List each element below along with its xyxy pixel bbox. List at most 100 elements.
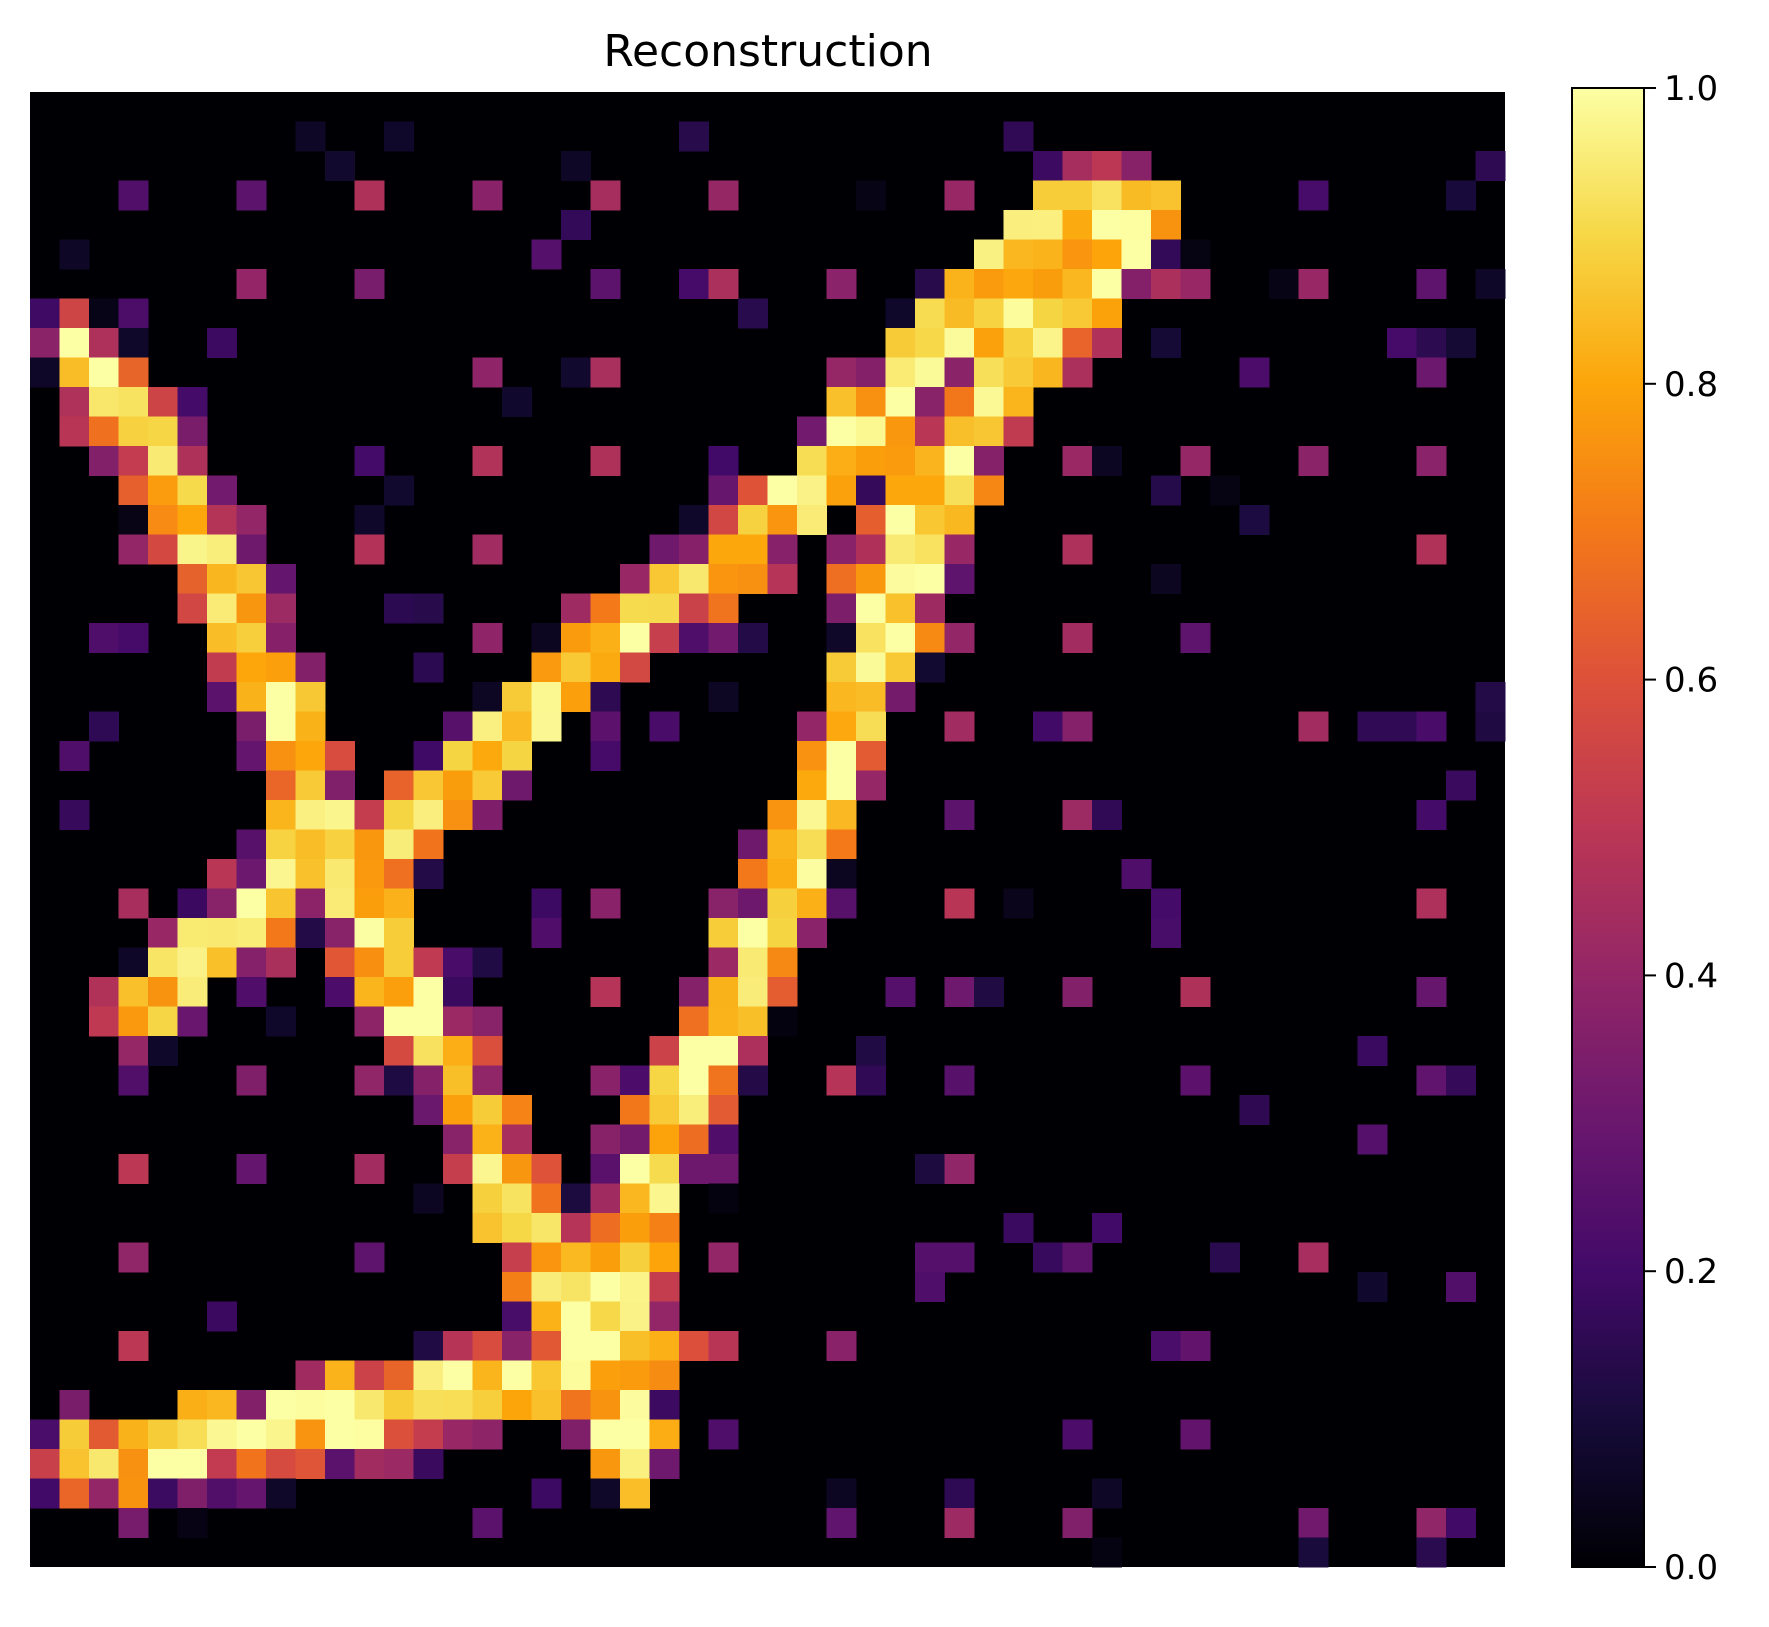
heatmap-cell (266, 947, 296, 978)
heatmap-cell (856, 652, 886, 683)
heatmap-cell (236, 1390, 267, 1420)
heatmap-cell (325, 800, 355, 830)
heatmap-cell (590, 357, 621, 388)
heatmap-cell (738, 1006, 768, 1037)
heatmap-cell (679, 534, 709, 565)
heatmap-cell (1033, 357, 1063, 388)
heatmap-cell (531, 1242, 562, 1273)
heatmap-cell (708, 918, 739, 948)
heatmap-cell (118, 416, 149, 447)
heatmap-cell (89, 357, 119, 388)
heatmap-cell (1151, 210, 1181, 240)
heatmap-cell (1416, 269, 1447, 299)
heatmap-cell (1475, 151, 1506, 181)
heatmap-cell (1003, 888, 1034, 919)
heatmap-cell (236, 505, 267, 535)
heatmap-cell (118, 328, 149, 358)
heatmap-cell (531, 1183, 562, 1214)
heatmap-cell (502, 1213, 532, 1243)
heatmap-cell (738, 1065, 768, 1096)
heatmap-cell (1062, 1419, 1093, 1450)
heatmap-cell (944, 1065, 975, 1096)
heatmap-cell (89, 298, 119, 329)
heatmap-cell (413, 593, 444, 624)
heatmap-cell (1180, 1065, 1211, 1096)
heatmap-cell (856, 534, 886, 565)
heatmap-cell (177, 387, 208, 417)
heatmap-cell (915, 416, 945, 447)
heatmap-cell (1180, 1331, 1211, 1361)
colorbar: 0.0 0.2 0.4 0.6 0.8 1.0 (1571, 69, 1718, 1588)
heatmap-cell (295, 741, 326, 771)
heatmap-cell (1033, 151, 1063, 181)
heatmap-cell (1121, 269, 1152, 299)
heatmap-cell (443, 1331, 473, 1361)
heatmap-cell (1416, 1508, 1447, 1538)
heatmap-cell (590, 1390, 621, 1420)
heatmap-cell (797, 446, 827, 476)
heatmap-cell (207, 1478, 237, 1509)
heatmap-cell (1062, 210, 1093, 240)
heatmap-cell (177, 918, 208, 948)
heatmap-cell (738, 534, 768, 565)
heatmap-cell (1298, 1242, 1329, 1273)
heatmap-cell (30, 1419, 60, 1450)
heatmap-cell (944, 534, 975, 565)
heatmap-cell (590, 1419, 621, 1450)
heatmap-cell (325, 1419, 355, 1450)
heatmap-cell (590, 1272, 621, 1302)
heatmap-cell (295, 1449, 326, 1479)
heatmap-cell (384, 1065, 414, 1096)
heatmap-cell (797, 770, 827, 801)
heatmap-cell (295, 121, 326, 152)
heatmap-cell (856, 711, 886, 742)
heatmap-cell (443, 1154, 473, 1184)
heatmap-cell (826, 1065, 857, 1096)
heatmap-cell (885, 357, 916, 388)
heatmap-cell (472, 800, 503, 830)
heatmap-cell (118, 1508, 149, 1538)
heatmap-cell (325, 151, 355, 181)
heatmap-cell (767, 564, 798, 594)
heatmap-cell (89, 623, 119, 653)
heatmap-cell (413, 770, 444, 801)
heatmap-cell (738, 475, 768, 506)
heatmap-cell (384, 593, 414, 624)
heatmap-cell (944, 623, 975, 653)
heatmap-cell (561, 1301, 591, 1332)
heatmap-cell (708, 623, 739, 653)
heatmap-cell (767, 1006, 798, 1037)
heatmap-cell (974, 239, 1004, 270)
heatmap-cell (679, 1154, 709, 1184)
heatmap-cell (148, 416, 178, 447)
heatmap-cell (679, 564, 709, 594)
heatmap-cell (708, 1124, 739, 1155)
heatmap-cell (148, 1478, 178, 1509)
heatmap-cell (384, 977, 414, 1007)
heatmap-cell (1003, 121, 1034, 152)
heatmap-cell (295, 888, 326, 919)
heatmap-cell (207, 593, 237, 624)
heatmap-cell (590, 1124, 621, 1155)
heatmap-cell (177, 505, 208, 535)
heatmap-cell (236, 1154, 267, 1184)
heatmap-cell (354, 1242, 385, 1273)
heatmap-cell (118, 623, 149, 653)
heatmap-cell (207, 534, 237, 565)
heatmap-cell (384, 1006, 414, 1037)
heatmap-cell (295, 682, 326, 712)
heatmap-cell (207, 1301, 237, 1332)
heatmap-cell (1416, 977, 1447, 1007)
heatmap-cell (708, 1331, 739, 1361)
heatmap-cell (177, 1508, 208, 1538)
heatmap-cell (797, 416, 827, 447)
heatmap-cell (1003, 387, 1034, 417)
heatmap-cell (325, 888, 355, 919)
heatmap-cell (502, 770, 532, 801)
heatmap-cell (944, 180, 975, 211)
heatmap-cell (148, 387, 178, 417)
heatmap-cell (443, 1124, 473, 1155)
heatmap-cell (1003, 416, 1034, 447)
heatmap-cell (738, 505, 768, 535)
heatmap-cell (1298, 1508, 1329, 1538)
